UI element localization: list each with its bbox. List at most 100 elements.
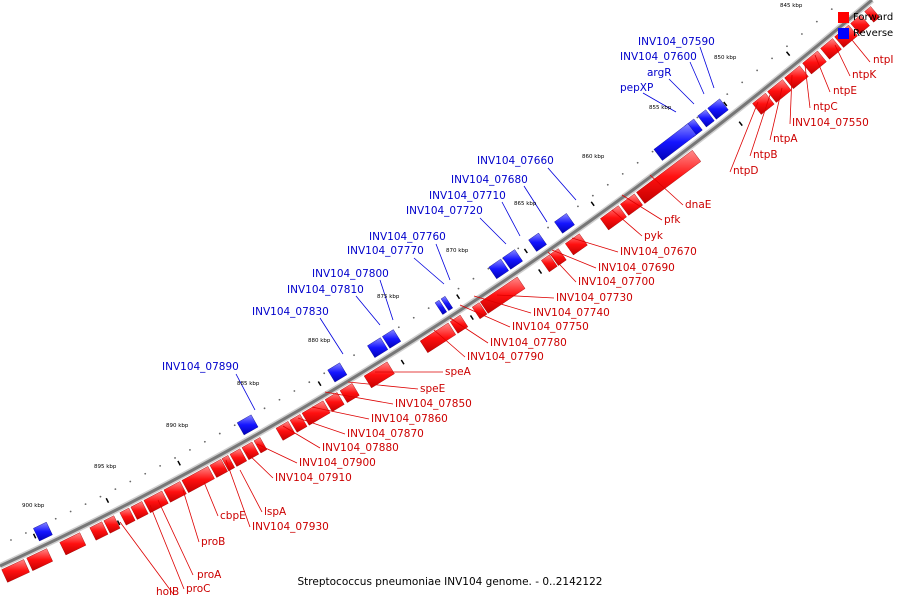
gene-label-INV104_07550[interactable]: INV104_07550 (792, 117, 869, 129)
forward-gene[interactable] (289, 414, 308, 433)
gene-label-proB[interactable]: proB (201, 536, 225, 548)
gene-label-INV104_07670[interactable]: INV104_07670 (620, 246, 697, 258)
genome-backbone-core (0, 0, 873, 568)
gene-label-pfk[interactable]: pfk (664, 214, 681, 226)
forward-gene[interactable] (221, 455, 235, 472)
kbp-tick (456, 294, 461, 300)
forward-gene[interactable] (802, 50, 827, 75)
gene-label-lspA[interactable]: lspA (264, 506, 287, 518)
gene-label-pyk[interactable]: pyk (644, 230, 664, 242)
forward-gene[interactable] (820, 38, 842, 60)
gene-label-INV104_07720[interactable]: INV104_07720 (406, 205, 483, 217)
gene-label-dnaE[interactable]: dnaE (685, 199, 711, 211)
reverse-gene[interactable] (488, 258, 509, 280)
gene-label-ntpA[interactable]: ntpA (773, 133, 798, 145)
forward-gene[interactable] (26, 548, 53, 571)
leader-line (119, 521, 175, 596)
gene-label-INV104_07710[interactable]: INV104_07710 (429, 190, 506, 202)
gene-label-speE[interactable]: speE (420, 383, 445, 395)
reverse-gene[interactable] (33, 521, 53, 542)
gene-label-ntpC[interactable]: ntpC (813, 101, 838, 113)
forward-gene[interactable] (550, 248, 567, 266)
gene-label-INV104_07590[interactable]: INV104_07590 (638, 36, 715, 48)
forward-gene[interactable] (241, 441, 260, 461)
reverse-gene[interactable] (434, 299, 448, 315)
gene-label-ntpK[interactable]: ntpK (852, 69, 877, 81)
gene-label-INV104_07930[interactable]: INV104_07930 (252, 521, 329, 533)
reverse-gene[interactable] (502, 249, 523, 270)
reverse-gene[interactable] (707, 98, 729, 120)
gene-label-INV104_07690[interactable]: INV104_07690 (598, 262, 675, 274)
reverse-gene[interactable] (236, 414, 259, 436)
gene-label-INV104_07740[interactable]: INV104_07740 (533, 307, 610, 319)
gene-label-INV104_07730[interactable]: INV104_07730 (556, 292, 633, 304)
reverse-gene[interactable] (367, 337, 389, 358)
forward-gene[interactable] (103, 515, 121, 534)
gene-label-INV104_07910[interactable]: INV104_07910 (275, 472, 352, 484)
ruler-dot (577, 205, 579, 208)
forward-gene[interactable] (541, 254, 558, 273)
forward-gene[interactable] (864, 6, 880, 23)
gene-label-INV104_07810[interactable]: INV104_07810 (287, 284, 364, 296)
forward-gene[interactable] (130, 501, 149, 520)
gene-label-INV104_07660[interactable]: INV104_07660 (477, 155, 554, 167)
forward-gene[interactable] (209, 458, 228, 478)
gene-label-INV104_07860[interactable]: INV104_07860 (371, 413, 448, 425)
reverse-gene[interactable] (554, 213, 575, 234)
gene-label-INV104_07760[interactable]: INV104_07760 (369, 231, 446, 243)
gene-label-INV104_07750[interactable]: INV104_07750 (512, 321, 589, 333)
gene-label-pepXP[interactable]: pepXP (620, 82, 653, 94)
gene-label-INV104_07680[interactable]: INV104_07680 (451, 174, 528, 186)
gene-label-INV104_07870[interactable]: INV104_07870 (347, 428, 424, 440)
gene-label-ntpE[interactable]: ntpE (833, 85, 857, 97)
forward-gene[interactable] (119, 507, 136, 526)
forward-gene[interactable] (163, 481, 187, 503)
kbp-tick (723, 101, 728, 107)
forward-gene[interactable] (1, 559, 30, 583)
reverse-gene[interactable] (528, 232, 547, 252)
gene-label-proA[interactable]: proA (197, 569, 222, 581)
forward-gene[interactable] (181, 466, 215, 493)
gene-label-INV104_07890[interactable]: INV104_07890 (162, 361, 239, 373)
gene-label-proC[interactable]: proC (186, 583, 211, 595)
forward-swatch (838, 11, 849, 23)
forward-gene[interactable] (620, 193, 643, 216)
kbp-tick (590, 201, 595, 207)
forward-gene[interactable] (784, 65, 809, 90)
gene-label-INV104_07900[interactable]: INV104_07900 (299, 457, 376, 469)
forward-gene[interactable] (419, 322, 457, 353)
forward-gene[interactable] (339, 383, 360, 403)
gene-label-INV104_07790[interactable]: INV104_07790 (467, 351, 544, 363)
reverse-gene[interactable] (440, 296, 453, 311)
gene-label-INV104_07830[interactable]: INV104_07830 (252, 306, 329, 318)
forward-gene[interactable] (229, 448, 248, 467)
gene-label-INV104_07600[interactable]: INV104_07600 (620, 51, 697, 63)
forward-gene[interactable] (89, 521, 109, 541)
gene-label-holB[interactable]: holB (156, 586, 179, 598)
forward-gene[interactable] (471, 302, 488, 320)
gene-label-INV104_07780[interactable]: INV104_07780 (490, 337, 567, 349)
forward-gene[interactable] (850, 14, 870, 35)
gene-label-INV104_07700[interactable]: INV104_07700 (578, 276, 655, 288)
gene-label-ntpD[interactable]: ntpD (733, 165, 759, 177)
reverse-gene[interactable] (697, 109, 715, 128)
reverse-gene[interactable] (382, 329, 402, 349)
gene-label-INV104_07770[interactable]: INV104_07770 (347, 245, 424, 257)
forward-gene[interactable] (143, 490, 169, 514)
gene-label-speA[interactable]: speA (445, 366, 472, 378)
gene-label-INV104_07850[interactable]: INV104_07850 (395, 398, 472, 410)
forward-gene[interactable] (324, 392, 345, 412)
reverse-gene[interactable] (327, 362, 348, 383)
reverse-gene[interactable] (653, 123, 697, 161)
leader-line (225, 459, 251, 528)
gene-label-ntpB[interactable]: ntpB (753, 149, 778, 161)
gene-label-ntpI[interactable]: ntpI (873, 54, 894, 66)
gene-label-INV104_07880[interactable]: INV104_07880 (322, 442, 399, 454)
gene-label-INV104_07800[interactable]: INV104_07800 (312, 268, 389, 280)
forward-gene[interactable] (59, 532, 87, 556)
forward-gene[interactable] (636, 150, 702, 204)
forward-gene[interactable] (565, 233, 588, 256)
gene-label-argR[interactable]: argR (647, 67, 672, 79)
gene-label-cbpE[interactable]: cbpE (220, 510, 246, 522)
